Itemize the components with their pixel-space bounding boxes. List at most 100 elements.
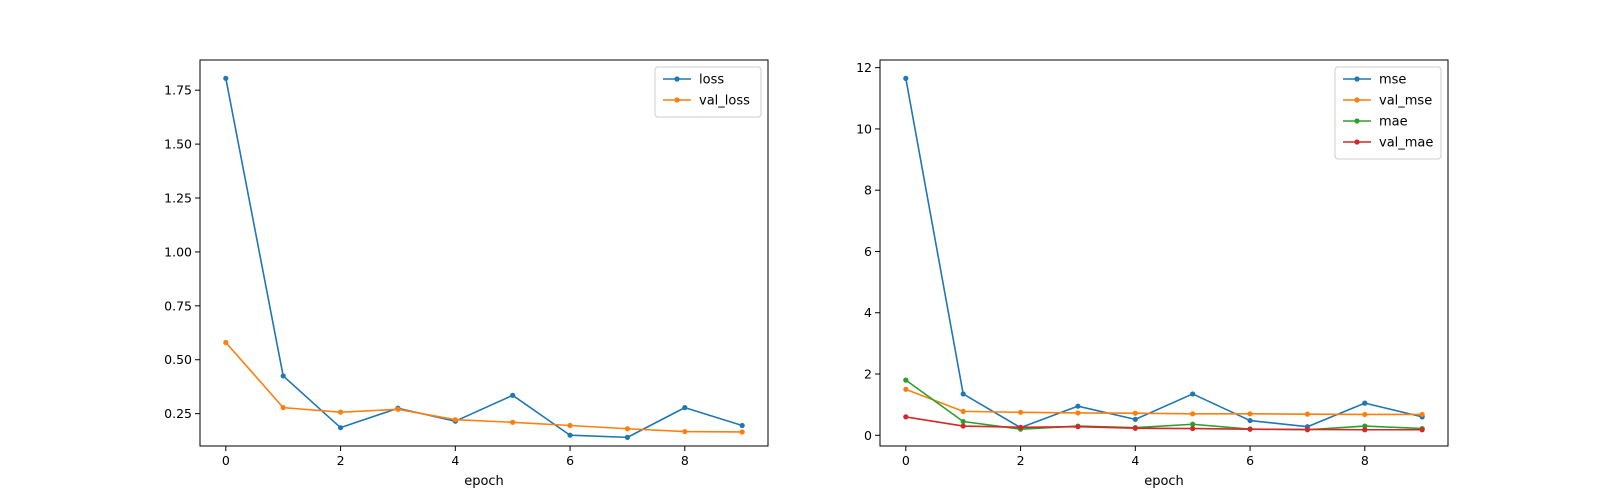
y-tick-label: 1.25: [164, 191, 192, 206]
series-line-val_mse: [905, 388, 1423, 416]
data-point-mse: [960, 391, 966, 397]
y-tick-label: 0.50: [164, 352, 192, 367]
x-tick-label: 4: [451, 453, 459, 468]
legend-label-loss: loss: [699, 73, 724, 88]
data-point-mse: [1190, 391, 1196, 397]
data-point-val_mse: [1362, 411, 1368, 418]
data-point-val_mse: [960, 408, 966, 414]
data-point-val_loss: [223, 339, 229, 346]
x-axis-label: epoch: [1144, 474, 1184, 489]
data-point-mse: [1132, 416, 1138, 422]
y-tick-label: 1.50: [164, 137, 192, 152]
data-point-val_loss: [682, 428, 688, 435]
legend-marker-mse: [1354, 76, 1360, 82]
data-point-val_loss: [395, 406, 401, 412]
data-point-val_loss: [739, 429, 745, 435]
data-point-val_mse: [903, 386, 909, 392]
y-tick-label: 0.25: [164, 406, 192, 421]
x-tick-label: 4: [1131, 453, 1139, 468]
legend-marker-val_loss: [674, 97, 680, 103]
series-line-mae: [905, 379, 1423, 431]
x-tick-label: 8: [1361, 453, 1369, 468]
series-line-val_loss: [225, 341, 743, 433]
data-point-val_mae: [1304, 426, 1311, 433]
data-point-val_loss: [280, 405, 286, 411]
legend: loss val_loss: [654, 66, 762, 118]
data-point-val_loss: [624, 426, 631, 432]
data-point-val_loss: [510, 419, 516, 425]
x-tick-label: 6: [566, 453, 574, 468]
data-point-mae: [1190, 421, 1196, 427]
data-point-val_loss: [567, 422, 573, 429]
x-tick-label: 2: [337, 453, 345, 468]
y-tick-label: 1.75: [164, 83, 192, 98]
y-tick-label: 8: [864, 183, 872, 198]
data-point-mae: [903, 377, 909, 383]
x-tick-label: 0: [222, 453, 230, 468]
x-tick-label: 8: [681, 453, 689, 468]
legend-marker-mae: [1354, 118, 1360, 124]
y-tick-label: 4: [864, 305, 872, 320]
loss-chart: 0 2 4 6 8 0.25 0.50 0.75 1.00 1.25 1.50 1.75 epoch lo…: [164, 59, 769, 489]
legend-label-val_mae: val_mae: [1379, 136, 1433, 151]
x-tick-label: 6: [1246, 453, 1254, 468]
data-point-val_mae: [1247, 426, 1253, 432]
series-line-val_mae: [905, 416, 1423, 431]
data-point-val_mse: [1132, 410, 1138, 416]
y-tick-label: 6: [864, 244, 872, 259]
data-point-loss: [567, 432, 573, 438]
x-tick-label: 2: [1017, 453, 1025, 468]
data-point-mae: [1362, 423, 1368, 429]
data-point-val_mae: [1075, 424, 1081, 430]
data-point-val_mae: [1190, 425, 1196, 432]
y-tick-label: 1.00: [164, 244, 192, 259]
data-point-val_mae: [1419, 427, 1425, 433]
y-tick-label: 12: [856, 60, 872, 75]
y-tick-label: 2: [864, 367, 872, 382]
data-point-loss: [624, 434, 631, 440]
y-tick-label: 0: [864, 428, 872, 443]
data-point-val_mse: [1419, 411, 1425, 418]
x-axis-label: epoch: [464, 474, 504, 489]
legend-label-mse: mse: [1379, 73, 1406, 88]
data-point-val_loss: [337, 409, 344, 415]
data-point-loss: [280, 373, 286, 379]
data-point-val_mse: [1190, 411, 1196, 417]
legend-label-mae: mae: [1379, 115, 1408, 130]
data-point-val_mse: [1075, 410, 1081, 416]
data-point-mse: [903, 75, 909, 81]
plot-frame: [879, 59, 1449, 447]
y-tick-label: 10: [856, 121, 872, 136]
data-point-val_mae: [1132, 425, 1138, 431]
legend-label-val_mse: val_mse: [1379, 94, 1432, 109]
legend-marker-loss: [674, 76, 680, 82]
legend-box: [1334, 66, 1442, 160]
y-tick-label: 0.75: [164, 298, 192, 313]
data-point-val_mae: [1362, 427, 1368, 433]
data-point-val_mse: [1304, 411, 1311, 417]
data-point-mse: [1247, 417, 1253, 424]
series-line-loss: [225, 78, 743, 439]
legend-marker-val_mae: [1354, 139, 1360, 145]
legend-marker-val_mse: [1354, 97, 1360, 103]
data-point-mse: [1075, 403, 1081, 409]
plot-frame: [199, 59, 769, 447]
data-point-loss: [337, 425, 344, 431]
data-point-mae: [960, 418, 966, 425]
data-point-val_loss: [452, 417, 458, 423]
data-point-loss: [682, 405, 688, 411]
data-point-val_mae: [960, 423, 966, 429]
legend-label-val_loss: val_loss: [699, 94, 750, 109]
data-point-val_mse: [1017, 409, 1024, 415]
data-point-loss: [510, 392, 516, 398]
data-point-loss: [739, 422, 745, 429]
data-point-val_mse: [1247, 411, 1253, 417]
data-point-loss: [223, 75, 229, 81]
data-point-val_mae: [1017, 424, 1024, 430]
data-point-val_mae: [903, 414, 909, 420]
data-point-mse: [1362, 400, 1368, 406]
x-tick-label: 0: [902, 453, 910, 468]
